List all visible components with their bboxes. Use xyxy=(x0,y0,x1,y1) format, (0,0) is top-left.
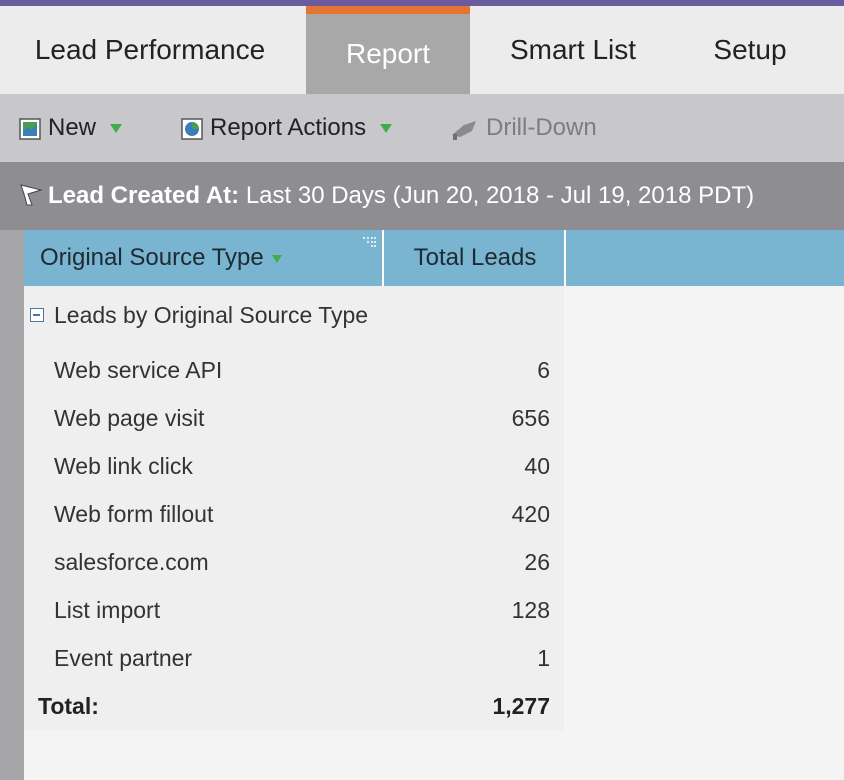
tab-bar: Lead Performance Report Smart List Setup xyxy=(0,6,844,95)
grid-body: Leads by Original Source Type Web servic… xyxy=(24,286,564,730)
drill-down-label: Drill-Down xyxy=(486,114,597,141)
table-row: Web link click 40 xyxy=(24,442,564,490)
top-accent-strip xyxy=(0,0,844,6)
tab-lead-performance[interactable]: Lead Performance xyxy=(34,34,266,65)
row-value: 420 xyxy=(511,501,550,527)
row-value: 6 xyxy=(537,357,550,383)
tab-setup[interactable]: Setup xyxy=(713,34,787,65)
new-button-label: New xyxy=(48,114,97,141)
table-row: Web page visit 656 xyxy=(24,394,564,442)
grid-header: Original Source Type Total Leads xyxy=(24,230,844,286)
drill-icon xyxy=(452,120,476,140)
total-label: Total: xyxy=(38,693,99,719)
collapse-icon[interactable] xyxy=(30,308,44,322)
row-label: Web link click xyxy=(54,453,193,479)
table-row: Event partner 1 xyxy=(24,634,564,682)
new-report-icon xyxy=(19,117,41,140)
row-label: Web service API xyxy=(54,357,223,383)
report-actions-button[interactable]: Report Actions xyxy=(180,94,393,162)
row-label: salesforce.com xyxy=(54,549,209,575)
table-row: List import 128 xyxy=(24,586,564,634)
report-actions-label: Report Actions xyxy=(210,114,367,141)
table-row: salesforce.com 26 xyxy=(24,538,564,586)
filter-bar: Lead Created At: Last 30 Days (Jun 20, 2… xyxy=(0,162,844,230)
tab-report[interactable]: Report xyxy=(306,6,470,94)
filter-text: Lead Created At: Last 30 Days (Jun 20, 2… xyxy=(48,162,754,230)
row-value: 128 xyxy=(511,597,550,623)
report-grid: Original Source Type Total Leads Leads b… xyxy=(24,230,844,780)
new-dropdown-caret-icon xyxy=(110,124,123,134)
row-label: Web form fillout xyxy=(54,501,214,527)
total-row: Total: 1,277 xyxy=(24,682,564,730)
row-label: Event partner xyxy=(54,645,193,671)
column-header-label: Original Source Type xyxy=(40,244,264,271)
table-row: Web service API 6 xyxy=(24,346,564,394)
side-rail xyxy=(0,230,24,780)
row-value: 40 xyxy=(524,453,550,479)
filter-name: Lead Created At: xyxy=(48,182,240,209)
column-sort-caret-icon[interactable] xyxy=(271,254,282,263)
row-label: Web page visit xyxy=(54,405,205,431)
group-row: Leads by Original Source Type xyxy=(24,286,564,344)
row-label: List import xyxy=(54,597,161,623)
column-resize-grip-icon[interactable] xyxy=(362,236,376,248)
report-actions-icon xyxy=(181,117,203,140)
filter-value: Last 30 Days (Jun 20, 2018 - Jul 19, 201… xyxy=(245,182,755,209)
toolbar: New Report Actions Drill-Down xyxy=(0,94,844,162)
report-actions-caret-icon xyxy=(380,124,393,134)
drill-down-button[interactable]: Drill-Down xyxy=(450,94,597,162)
tab-smart-list[interactable]: Smart List xyxy=(509,34,637,65)
group-label: Leads by Original Source Type xyxy=(54,302,369,328)
row-value: 26 xyxy=(524,549,550,575)
row-value: 656 xyxy=(511,405,550,431)
new-button[interactable]: New xyxy=(18,94,123,162)
row-value: 1 xyxy=(537,645,550,671)
column-header-total-leads[interactable]: Total Leads xyxy=(386,230,566,286)
filter-icon xyxy=(20,184,43,206)
table-row: Web form fillout 420 xyxy=(24,490,564,538)
column-header-original-source-type[interactable]: Original Source Type xyxy=(24,230,384,286)
total-value: 1,277 xyxy=(492,693,550,719)
